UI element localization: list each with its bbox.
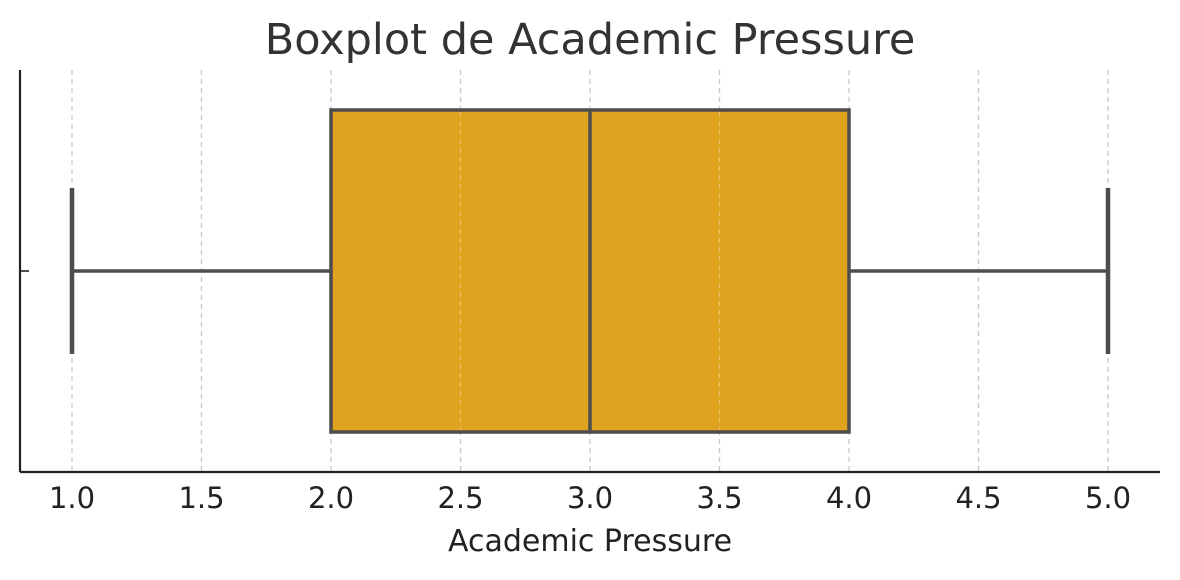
x-tick-label-3.0: 3.0 [567,481,613,515]
x-tick-label-2.5: 2.5 [437,481,483,515]
x-tick-label-5.0: 5.0 [1085,481,1131,515]
x-axis-ticks: 1.0 1.5 2.0 2.5 3.0 3.5 4.0 4.5 5.0 [49,481,1131,515]
x-tick-label-2.0: 2.0 [308,481,354,515]
x-tick-label-4.5: 4.5 [955,481,1001,515]
x-tick-label-1.0: 1.0 [49,481,95,515]
axes [18,70,1160,474]
chart-title: Boxplot de Academic Pressure [265,15,916,65]
x-tick-label-4.0: 4.0 [826,481,872,515]
x-tick-label-3.5: 3.5 [696,481,742,515]
boxplot [69,108,1111,434]
x-axis-label: Academic Pressure [448,524,732,559]
x-tick-label-1.5: 1.5 [178,481,224,515]
